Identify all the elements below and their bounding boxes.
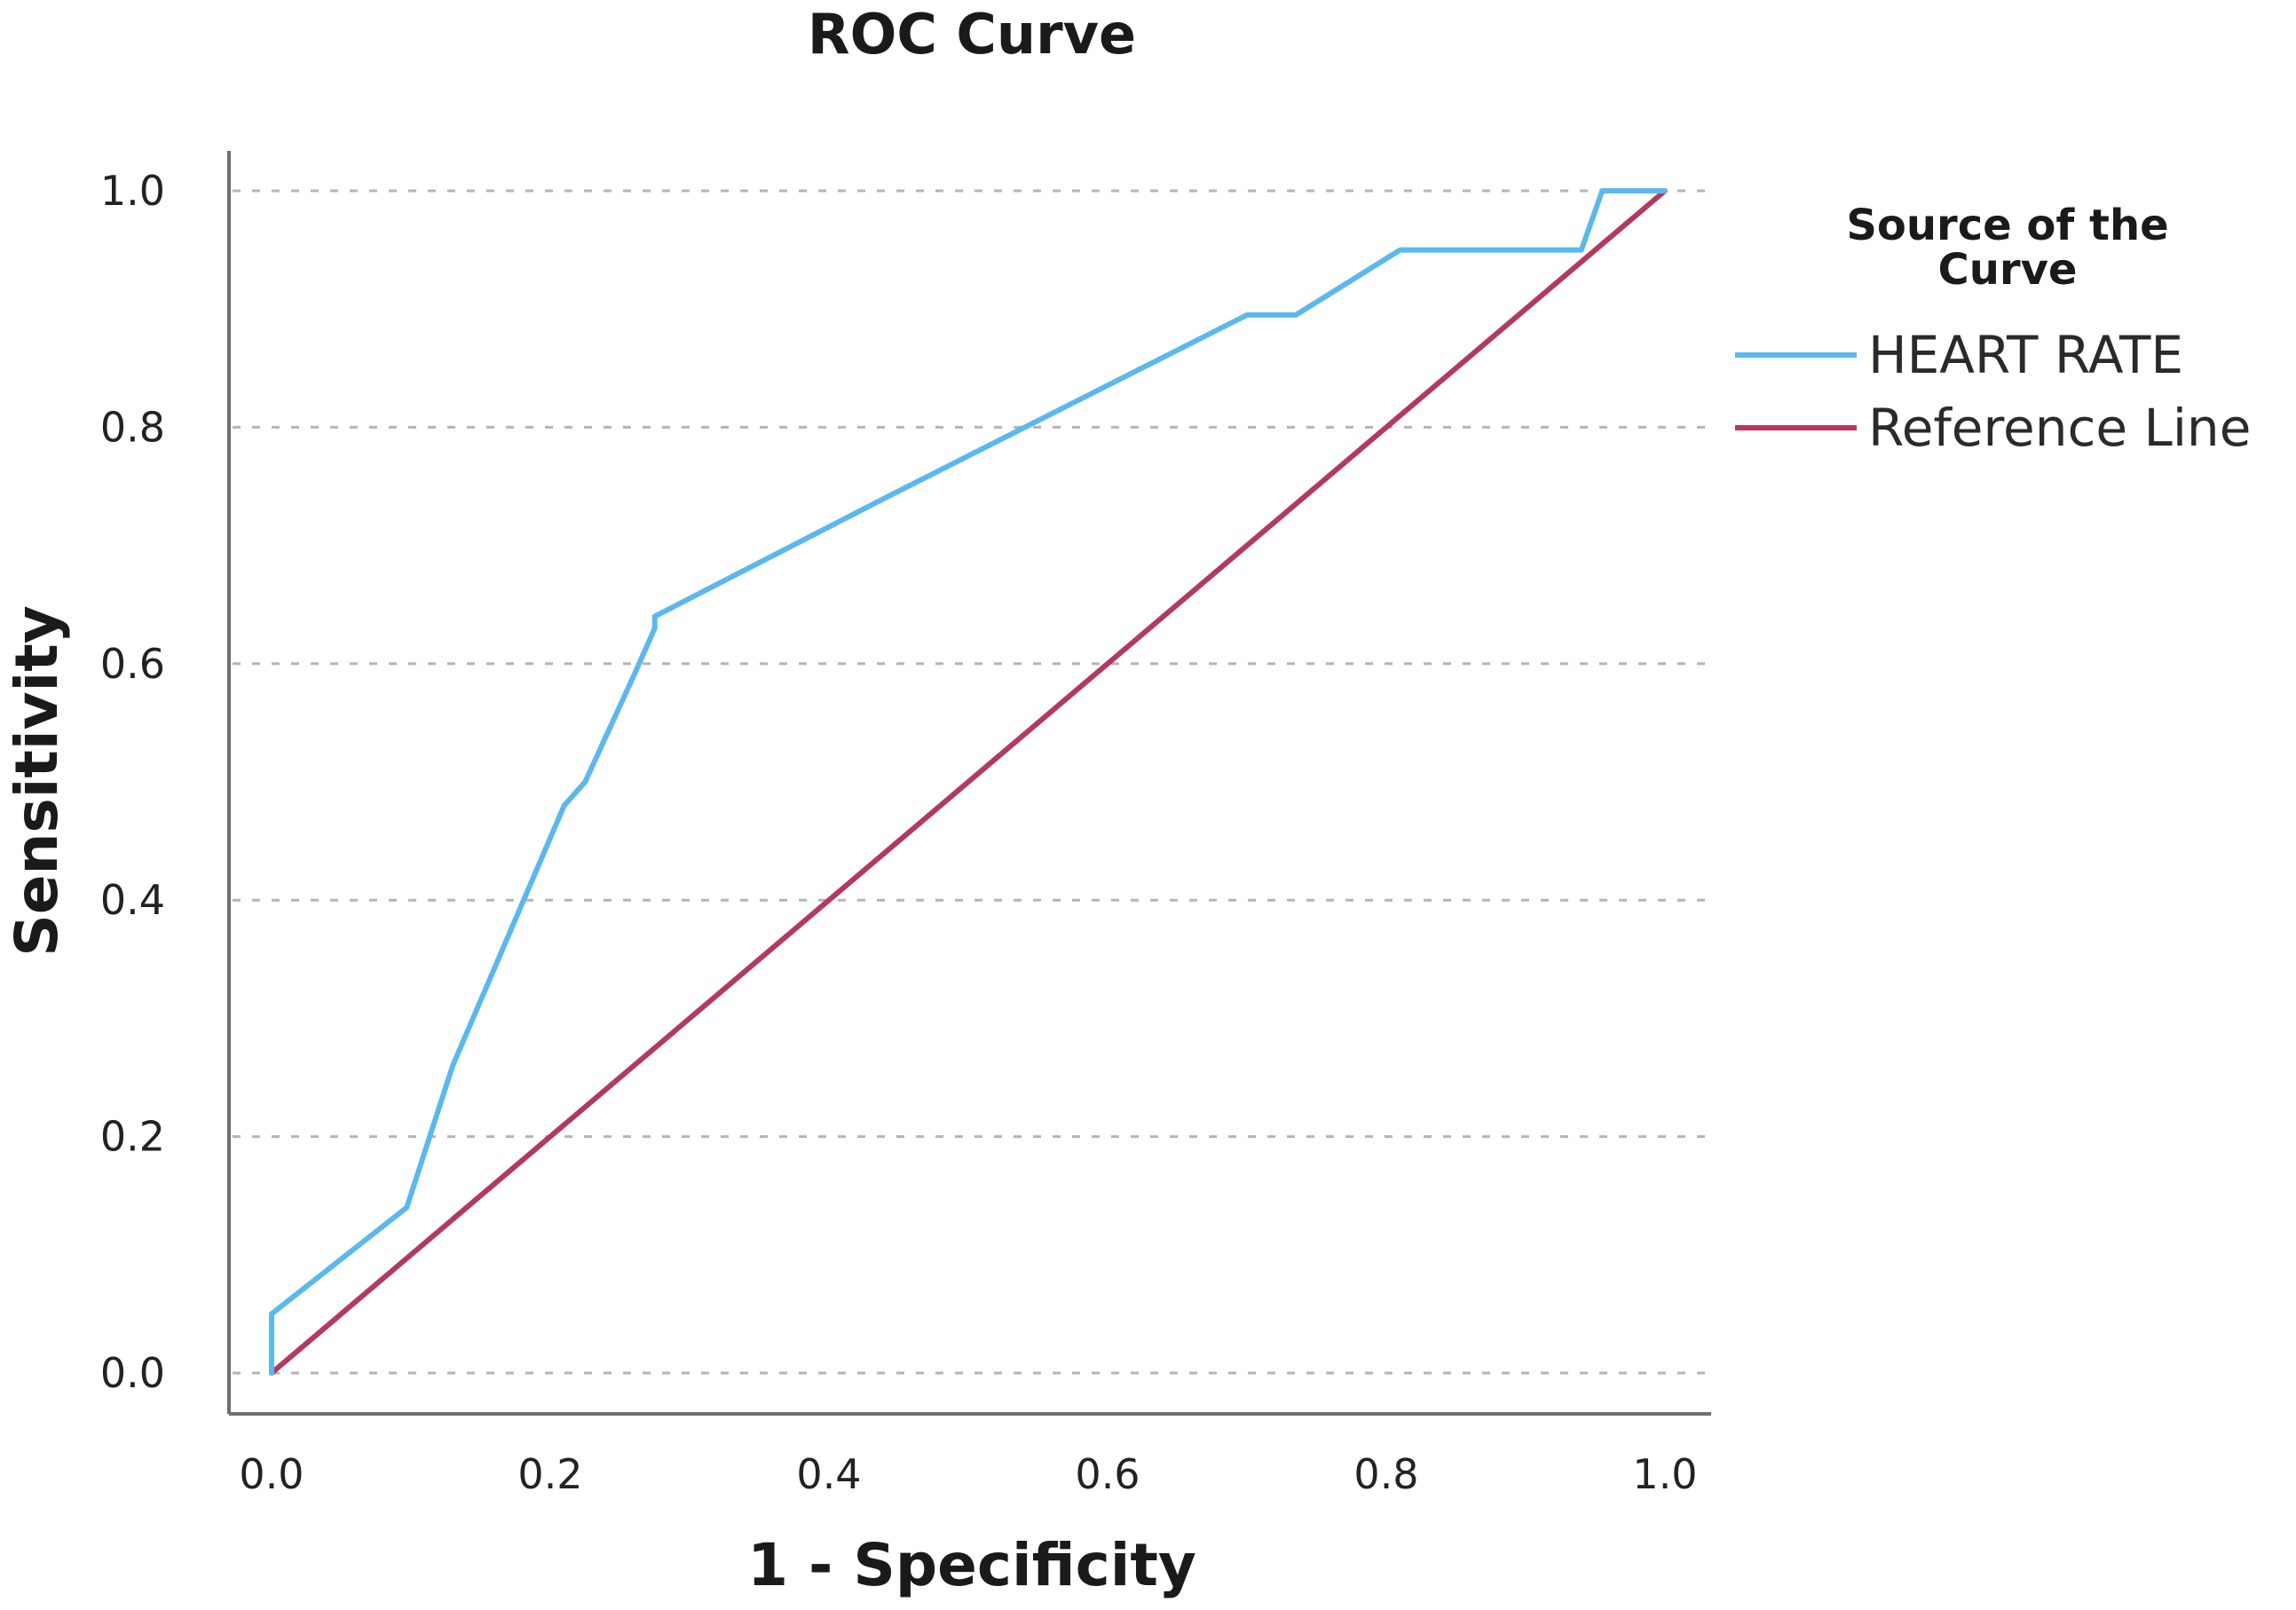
legend-label-reference-line: Reference Line	[1868, 398, 2251, 458]
legend-title-line-1: Source of the	[1846, 201, 2168, 250]
y-tick-label-1: 0.2	[100, 1113, 165, 1161]
y-tick-labels: 0.0 0.2 0.4 0.6 0.8 1.0	[100, 167, 165, 1397]
y-tick-label-5: 1.0	[100, 167, 165, 215]
y-tick-label-0: 0.0	[100, 1349, 165, 1397]
y-axis-label: Sensitivity	[3, 605, 71, 957]
y-tick-label-2: 0.4	[100, 876, 165, 924]
x-axis-label: 1 - Specificity	[747, 1531, 1196, 1599]
x-tick-label-5: 1.0	[1632, 1450, 1697, 1498]
x-tick-label-4: 0.8	[1353, 1450, 1418, 1498]
legend-label-heart-rate: HEART RATE	[1868, 325, 2183, 385]
chart-title: ROC Curve	[808, 2, 1136, 67]
y-tick-label-3: 0.6	[100, 640, 165, 688]
y-tick-label-4: 0.8	[100, 403, 165, 451]
reference-line-line	[269, 188, 1668, 1376]
x-tick-label-2: 0.4	[796, 1450, 861, 1498]
grid-lines	[233, 189, 1711, 1375]
legend: Source of the Curve HEART RATE Reference …	[1735, 201, 2251, 458]
x-tick-label-0: 0.0	[239, 1450, 304, 1498]
legend-title-line-2: Curve	[1938, 245, 2078, 295]
x-tick-label-3: 0.6	[1075, 1450, 1140, 1498]
series-lines	[269, 188, 1668, 1376]
x-tick-labels: 0.0 0.2 0.4 0.6 0.8 1.0	[239, 1450, 1697, 1498]
legend-entries: HEART RATE Reference Line	[1735, 325, 2251, 458]
x-tick-label-1: 0.2	[517, 1450, 582, 1498]
heart-rate-line	[269, 188, 1668, 1376]
